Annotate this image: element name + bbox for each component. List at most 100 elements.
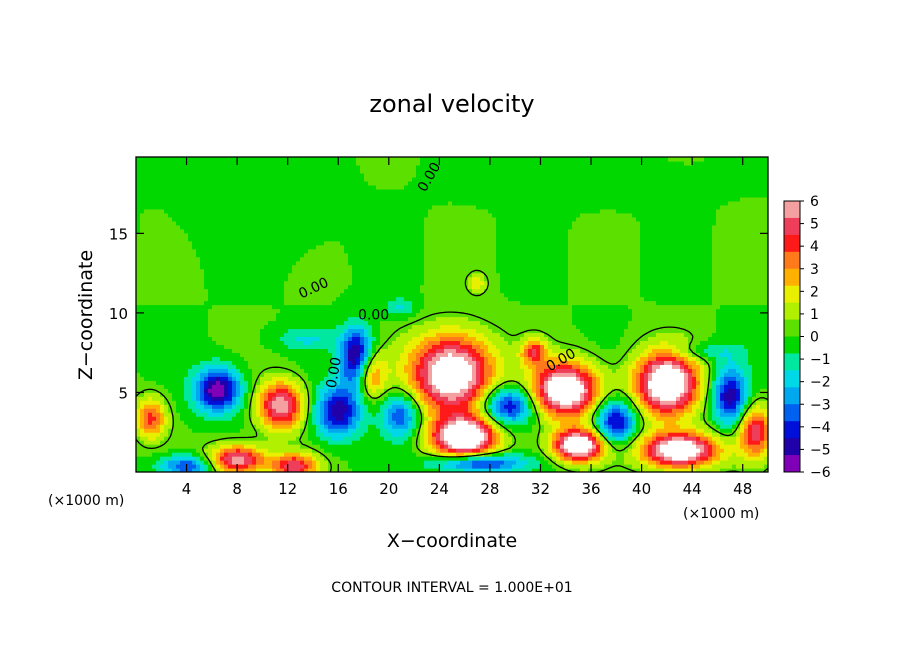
heatmap-cell xyxy=(240,188,245,194)
heatmap-cell xyxy=(376,248,381,254)
heatmap-cell xyxy=(228,164,233,170)
heatmap-cell xyxy=(268,420,273,425)
heatmap-cell xyxy=(296,260,301,266)
heatmap-cell xyxy=(152,408,157,413)
heatmap-cell xyxy=(380,364,385,369)
heatmap-cell xyxy=(256,304,261,310)
heatmap-cell xyxy=(372,424,377,429)
heatmap-cell xyxy=(192,308,197,314)
heatmap-cell xyxy=(252,408,257,413)
heatmap-cell xyxy=(300,228,305,234)
heatmap-cell xyxy=(180,188,185,194)
heatmap-cell xyxy=(160,328,165,334)
heatmap-cell xyxy=(292,176,297,182)
heatmap-cell xyxy=(296,464,301,469)
heatmap-cell xyxy=(360,204,365,210)
heatmap-cell xyxy=(200,184,205,190)
heatmap-cell xyxy=(368,244,373,250)
heatmap-cell xyxy=(156,416,161,421)
heatmap-cell xyxy=(160,164,165,170)
heatmap-cell xyxy=(312,268,317,274)
heatmap-cell xyxy=(292,432,297,437)
heatmap-cell xyxy=(220,444,225,449)
heatmap-cell xyxy=(248,164,253,170)
heatmap-cell xyxy=(136,164,141,170)
heatmap-cell xyxy=(260,176,265,182)
heatmap-cell xyxy=(292,464,297,469)
heatmap-cell xyxy=(248,460,253,465)
heatmap-cell xyxy=(236,224,241,230)
heatmap-cell xyxy=(204,164,209,170)
heatmap-cell xyxy=(160,276,165,282)
heatmap-cell xyxy=(272,440,277,445)
heatmap-cell xyxy=(344,336,349,342)
heatmap-cell xyxy=(328,268,333,274)
heatmap-cell xyxy=(180,200,185,206)
heatmap-cell xyxy=(308,460,313,465)
heatmap-cell xyxy=(224,344,229,349)
heatmap-cell xyxy=(372,236,377,242)
heatmap-cell xyxy=(280,188,285,194)
heatmap-cell xyxy=(212,248,217,254)
heatmap-cell xyxy=(208,208,213,214)
heatmap-cell xyxy=(216,324,221,330)
heatmap-cell xyxy=(336,256,341,262)
heatmap-cell xyxy=(280,360,285,365)
heatmap-cell xyxy=(224,164,229,170)
heatmap-cell xyxy=(148,288,153,294)
heatmap-cell xyxy=(316,460,321,465)
heatmap-cell xyxy=(312,408,317,413)
heatmap-cell xyxy=(168,256,173,262)
heatmap-cell xyxy=(364,220,369,226)
heatmap-cell xyxy=(376,172,381,178)
heatmap-cell xyxy=(192,364,197,369)
heatmap-cell xyxy=(288,264,293,270)
heatmap-cell xyxy=(256,412,261,417)
heatmap-cell xyxy=(188,452,193,457)
heatmap-cell xyxy=(336,364,341,369)
heatmap-cell xyxy=(160,404,165,409)
heatmap-cell xyxy=(384,208,389,214)
heatmap-cell xyxy=(224,372,229,377)
heatmap-cell xyxy=(300,444,305,449)
heatmap-cell xyxy=(248,240,253,246)
heatmap-cell xyxy=(232,276,237,282)
heatmap-cell xyxy=(344,284,349,290)
heatmap-cell xyxy=(168,208,173,214)
heatmap-cell xyxy=(364,216,369,222)
heatmap-cell xyxy=(280,320,285,326)
heatmap-cell xyxy=(184,448,189,453)
heatmap-cell xyxy=(364,200,369,206)
heatmap-cell xyxy=(276,284,281,290)
heatmap-cell xyxy=(168,172,173,178)
heatmap-cell xyxy=(268,316,273,322)
heatmap-cell xyxy=(232,232,237,238)
heatmap-cell xyxy=(384,340,389,346)
heatmap-cell xyxy=(228,456,233,461)
heatmap-cell xyxy=(228,440,233,445)
heatmap-cell xyxy=(244,296,249,302)
heatmap-cell xyxy=(200,272,205,278)
heatmap-cell xyxy=(360,308,365,314)
heatmap-cell xyxy=(252,440,257,445)
heatmap-cell xyxy=(352,344,357,349)
heatmap-cell xyxy=(296,312,301,318)
heatmap-cell xyxy=(336,400,341,405)
heatmap-cell xyxy=(296,452,301,457)
heatmap-cell xyxy=(284,312,289,318)
heatmap-cell xyxy=(224,416,229,421)
heatmap-cell xyxy=(200,164,205,170)
heatmap-cell xyxy=(388,424,393,429)
heatmap-cell xyxy=(280,288,285,294)
heatmap-cell xyxy=(368,312,373,318)
heatmap-cell xyxy=(156,352,161,357)
heatmap-cell xyxy=(156,408,161,413)
heatmap-cell xyxy=(160,380,165,385)
heatmap-cell xyxy=(384,300,389,306)
heatmap-cell xyxy=(200,208,205,214)
heatmap-cell xyxy=(316,440,321,445)
heatmap-cell xyxy=(280,324,285,330)
heatmap-cell xyxy=(204,380,209,385)
heatmap-cell xyxy=(340,176,345,182)
heatmap-cell xyxy=(344,320,349,326)
